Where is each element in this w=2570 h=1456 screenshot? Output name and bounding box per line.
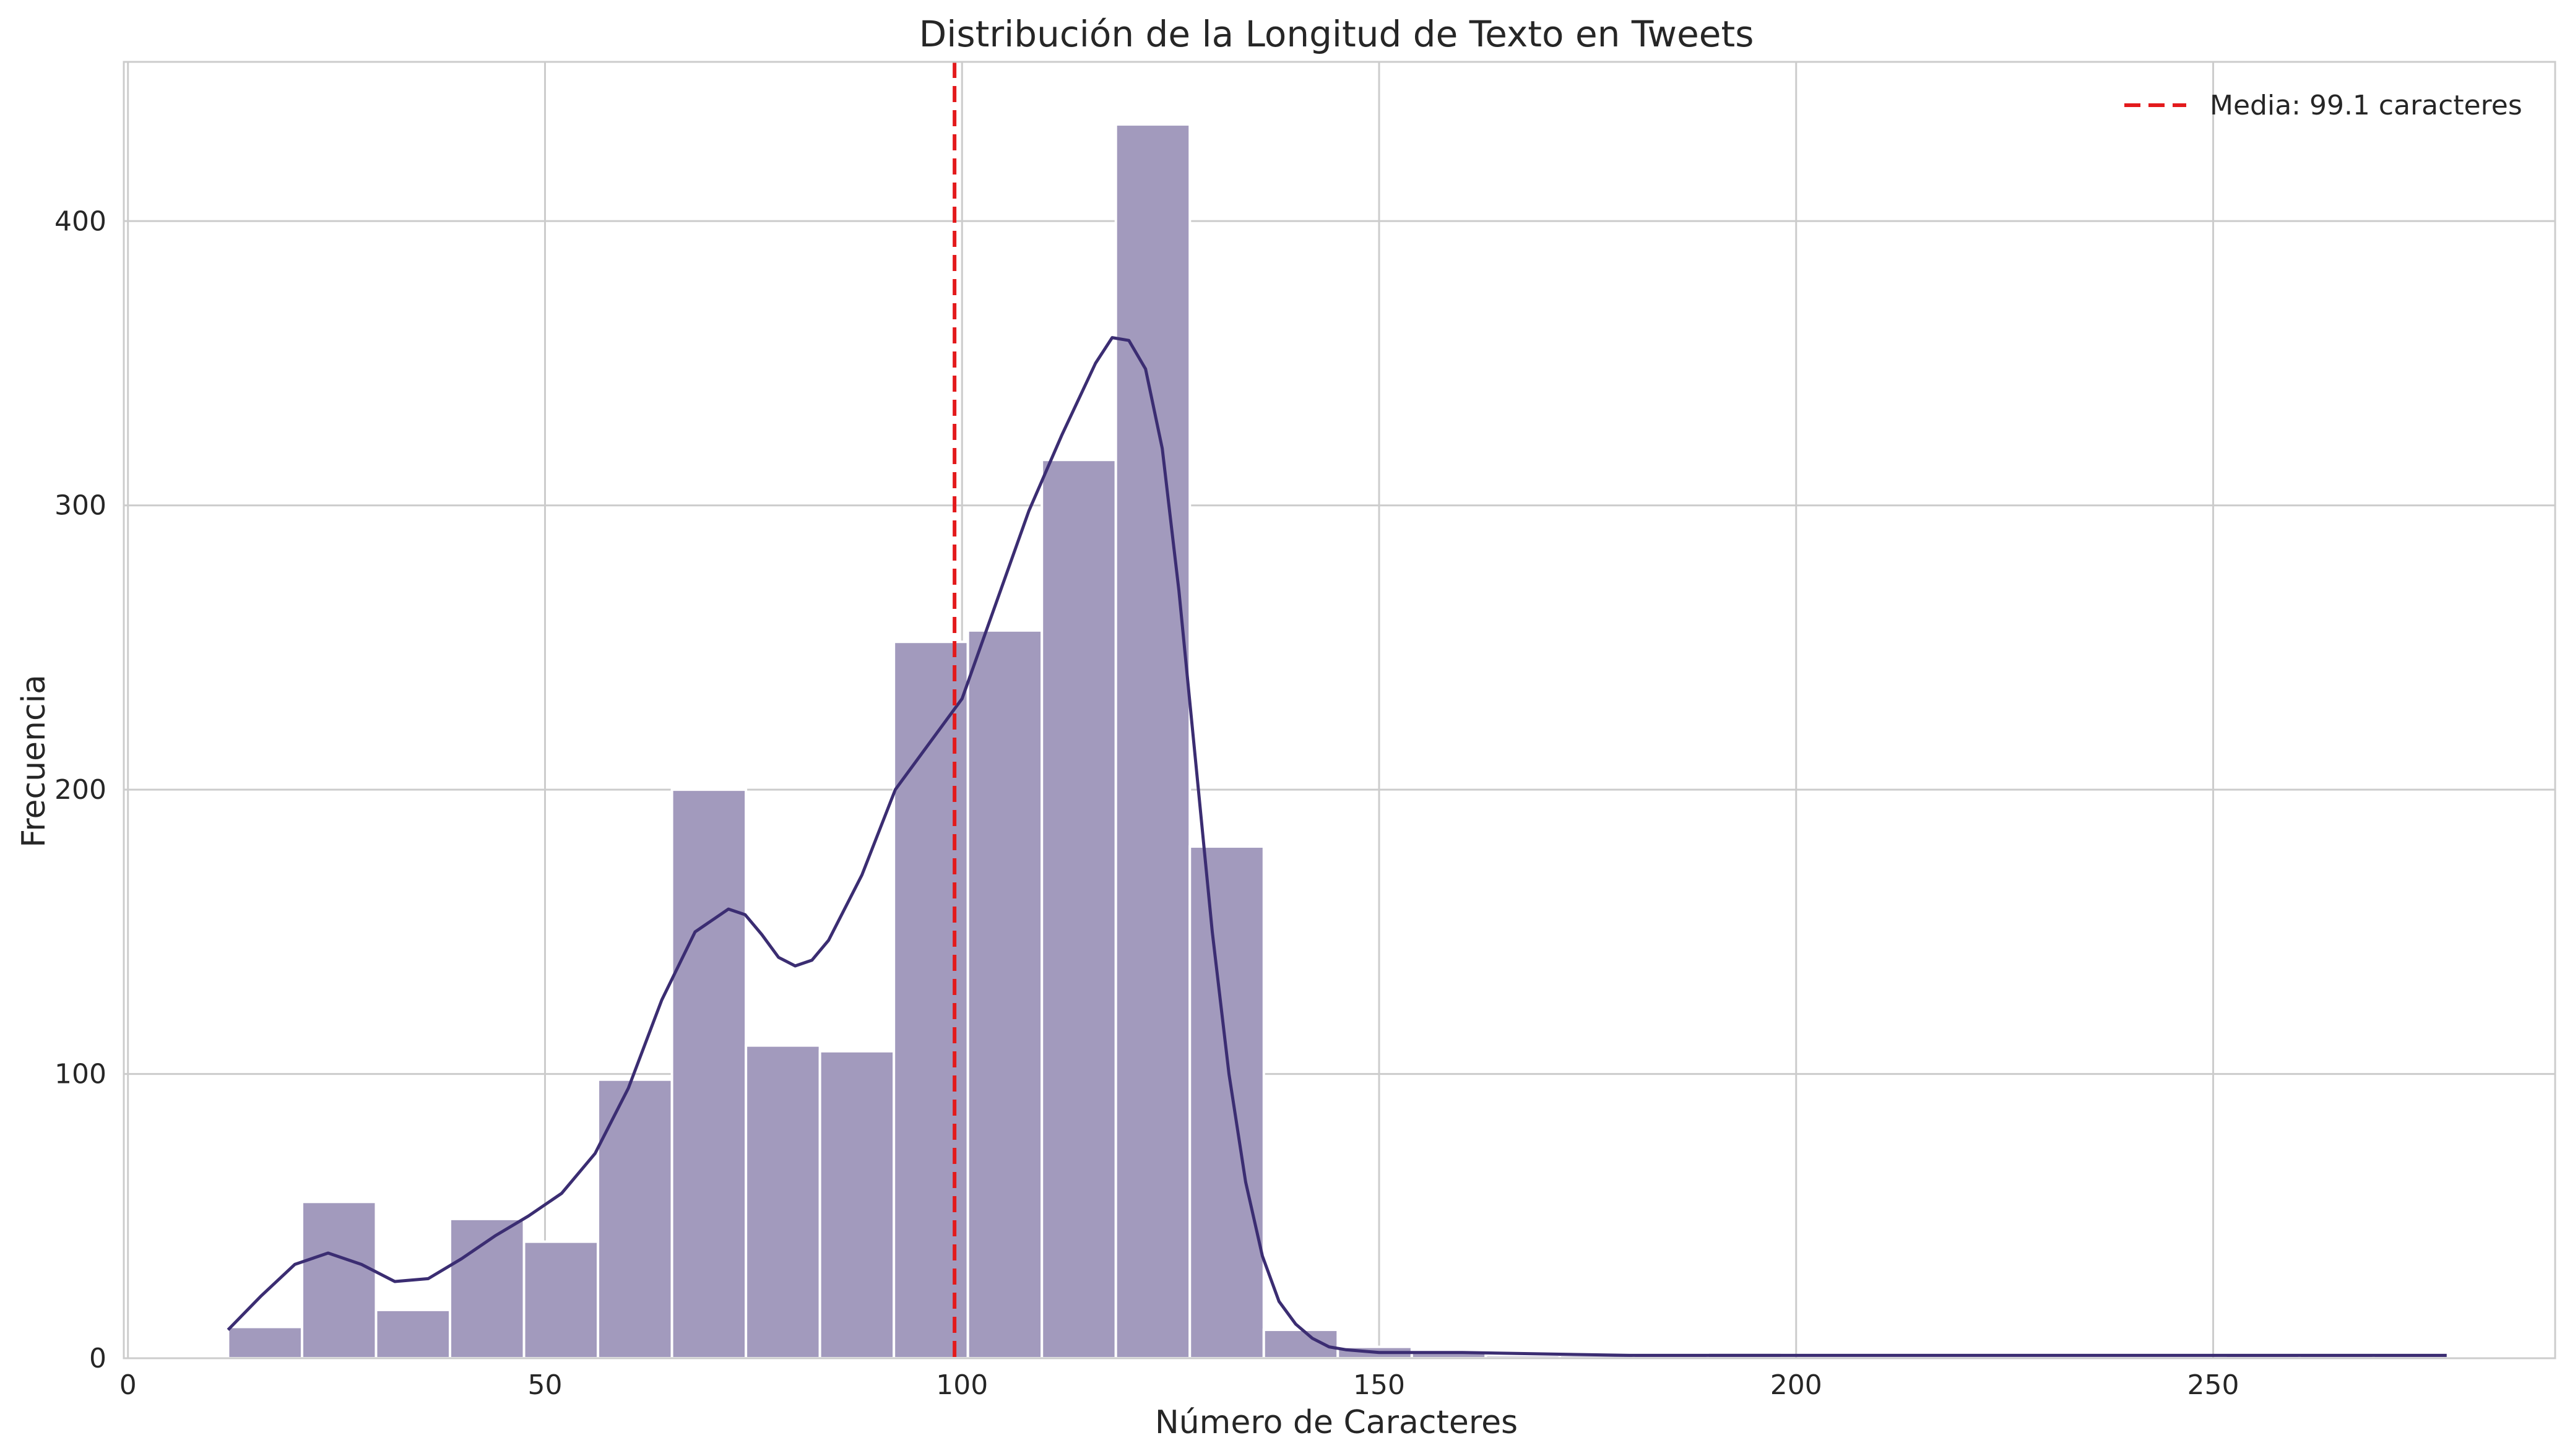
histogram-bar	[597, 1078, 673, 1360]
y-tick-label: 100	[54, 1059, 106, 1090]
histogram-bar	[1188, 845, 1265, 1360]
x-tick-labels: 0 50 100 150 200 250	[119, 1369, 2239, 1401]
x-tick-label: 200	[1770, 1369, 1822, 1401]
x-tick-label: 50	[527, 1369, 562, 1401]
grid-lines	[124, 62, 2555, 1359]
y-tick-label: 200	[54, 774, 106, 806]
histogram-bar	[893, 640, 969, 1359]
histogram-bar	[522, 1240, 600, 1360]
x-tick-label: 250	[2187, 1369, 2239, 1401]
plot-frame	[123, 61, 2556, 1359]
histogram-bars	[227, 123, 2449, 1360]
x-tick-label: 0	[119, 1369, 137, 1401]
histogram-bar	[300, 1200, 378, 1359]
histogram-bar	[745, 1044, 821, 1359]
kde-curve	[227, 336, 2447, 1357]
x-axis-label: Número de Caracteres	[1155, 1404, 1518, 1441]
y-tick-label: 400	[54, 205, 106, 237]
histogram-bar	[670, 788, 748, 1359]
x-tick-label: 100	[936, 1369, 988, 1401]
y-axis-label: Frecuencia	[15, 674, 53, 848]
y-tick-label: 300	[54, 490, 106, 522]
y-tick-label: 0	[89, 1343, 106, 1374]
histogram-bar	[966, 629, 1044, 1359]
histogram-bar	[1114, 123, 1192, 1359]
histogram-bar	[1041, 459, 1117, 1359]
x-tick-label: 150	[1353, 1369, 1405, 1401]
histogram-bar	[818, 1049, 896, 1359]
histogram-bar	[227, 1325, 303, 1359]
y-tick-labels: 0 100 200 300 400	[54, 205, 106, 1374]
chart-title: Distribución de la Longitud de Texto en …	[919, 13, 1754, 55]
legend: Media: 99.1 caracteres	[2124, 90, 2522, 121]
histogram-bar	[374, 1308, 452, 1360]
legend-label-mean: Media: 99.1 caracteres	[2210, 90, 2522, 121]
